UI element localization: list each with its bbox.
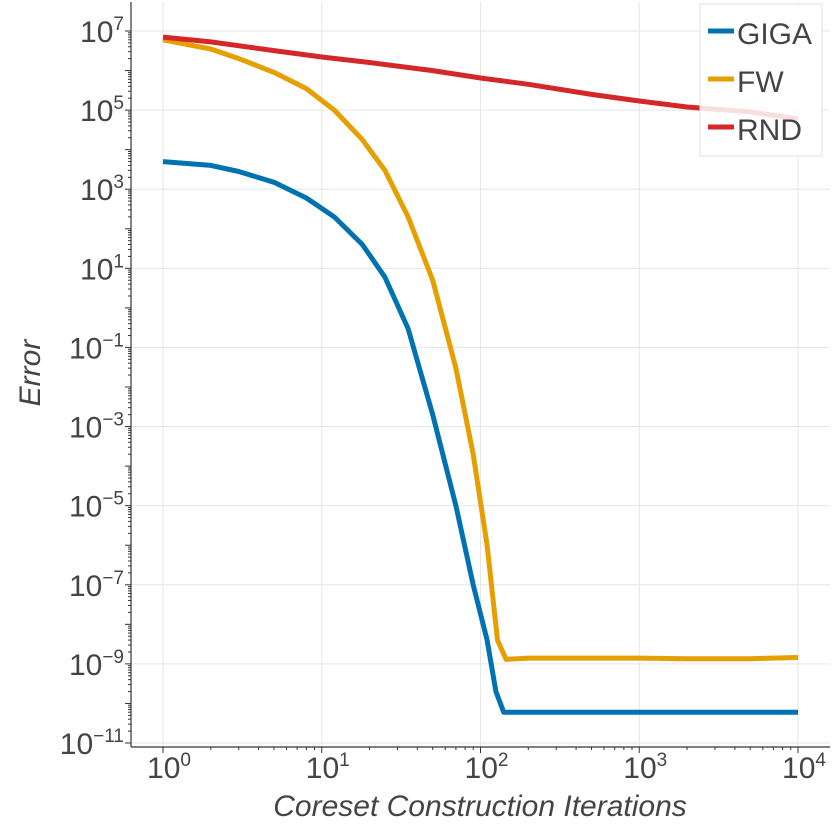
y-tick-label: 105 [80, 93, 124, 128]
y-tick-labels: 107 105 103 101 10−1 10−3 10−5 10−7 10−9 10−11 [60, 14, 124, 761]
x-tick-labels: 100 101 102 103 104 [147, 750, 826, 785]
legend: GIGA FW RND [699, 3, 823, 157]
y-tick-label: 101 [80, 251, 124, 286]
legend-label-giga: GIGA [737, 18, 812, 51]
y-tick-label: 10−9 [69, 647, 124, 682]
y-tick-label: 107 [80, 14, 124, 49]
y-axis-label: Error [14, 339, 47, 407]
y-tick-label: 10−3 [69, 410, 124, 445]
axes [125, 2, 830, 753]
legend-label-rnd: RND [737, 114, 802, 147]
x-tick-label: 101 [306, 750, 350, 785]
x-tick-label: 104 [782, 750, 826, 785]
series-line-fw [162, 37, 799, 662]
series-line-giga [162, 159, 798, 715]
x-tick-label: 102 [465, 750, 509, 785]
y-tick-label: 10−1 [69, 330, 124, 365]
y-tick-label: 103 [80, 172, 124, 207]
x-tick-label: 103 [623, 750, 667, 785]
legend-label-fw: FW [737, 66, 784, 99]
series-line-rnd [162, 34, 799, 122]
y-tick-label: 10−7 [69, 568, 124, 603]
y-tick-label: 10−5 [69, 489, 124, 524]
y-tick-label: 10−11 [60, 726, 124, 761]
x-tick-label: 100 [147, 750, 191, 785]
grid-lines [131, 2, 830, 747]
x-axis-label: Coreset Construction Iterations [273, 790, 687, 823]
series-layer [162, 34, 799, 715]
